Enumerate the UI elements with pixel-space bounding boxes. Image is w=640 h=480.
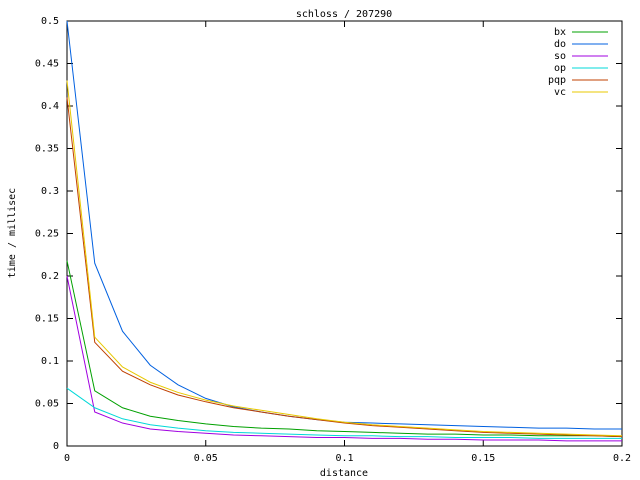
series-line — [66, 387, 622, 439]
y-tick-label: 0.1 — [41, 356, 59, 367]
y-tick-label: 0 — [53, 441, 59, 452]
chart-title: schloss / 207290 — [296, 9, 392, 20]
y-tick-label: 0.05 — [35, 399, 59, 410]
y-tick-label: 0.3 — [41, 186, 59, 197]
legend-label: do — [554, 39, 566, 50]
x-tick-label: 0.2 — [613, 453, 631, 464]
x-tick-label: 0.15 — [471, 453, 495, 464]
series-line — [66, 80, 623, 437]
legend-label: so — [554, 51, 566, 62]
legend-label: vc — [554, 87, 566, 98]
y-tick-label: 0.35 — [35, 144, 59, 155]
y-tick-label: 0.4 — [41, 101, 59, 112]
y-tick-label: 0.45 — [35, 59, 59, 70]
x-tick-label: 0.1 — [335, 453, 353, 464]
x-tick-label: 0 — [64, 453, 70, 464]
legend-label: op — [554, 63, 566, 74]
y-axis-label: time / millisec — [7, 188, 18, 278]
y-tick-label: 0.15 — [35, 314, 59, 325]
legend-label: pqp — [548, 75, 566, 86]
series-line — [66, 275, 622, 442]
x-tick-label: 0.05 — [194, 453, 218, 464]
x-axis-label: distance — [320, 468, 368, 479]
series-line — [66, 260, 623, 438]
y-tick-label: 0.2 — [41, 271, 59, 282]
y-tick-label: 0.5 — [41, 16, 59, 27]
legend-label: bx — [554, 27, 566, 38]
series-line — [66, 97, 623, 438]
y-tick-label: 0.25 — [35, 229, 59, 240]
